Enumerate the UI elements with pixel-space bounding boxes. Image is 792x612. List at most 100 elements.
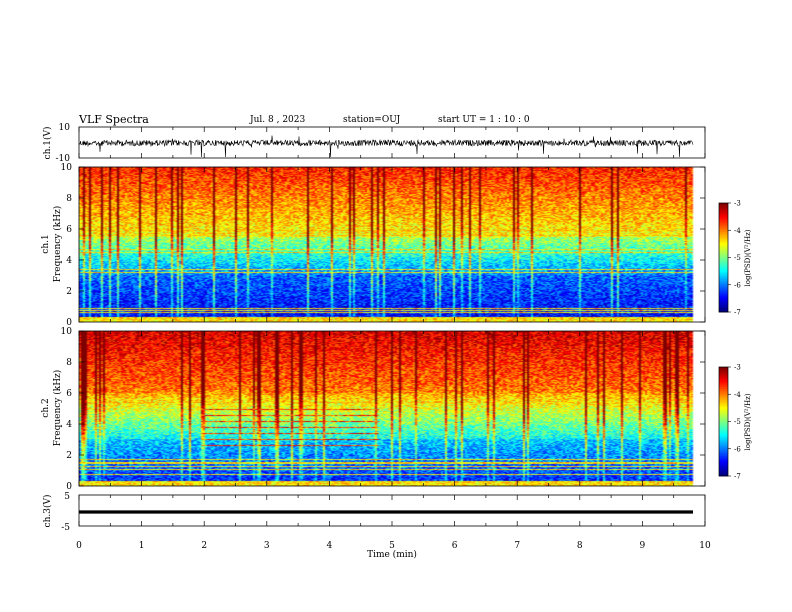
ch1-waveform-trace: [78, 135, 694, 158]
y-tick-label: 0: [66, 318, 72, 328]
colorbar-swatch: [719, 203, 728, 206]
colorbar-swatch: [719, 252, 728, 255]
ch1-ytick-bottom: -10: [56, 154, 71, 164]
colorbar-ch2-label: log(PSD)(V²/Hz): [744, 393, 752, 450]
colorbar-swatch: [719, 439, 728, 442]
colorbar-swatch: [719, 262, 728, 266]
colorbar-swatch: [719, 306, 728, 309]
panel-ch3-waveform: 5 -5 ch.3(V) 0 1 2 3 4 5 6 7 8 9 10 Time (min): [42, 492, 711, 560]
y-tick-label: 10: [61, 163, 73, 173]
colorbar-swatch: [719, 456, 728, 459]
x-tick-label: 10: [699, 541, 711, 551]
colorbar-swatch: [719, 255, 728, 258]
colorbar-swatch: [719, 406, 728, 410]
colorbar-swatch: [719, 259, 728, 262]
colorbar-swatch: [719, 224, 728, 228]
panel-ch2-spectrogram: 0 2 4 6 8 10 ch.2 Frequency (kHz): [41, 327, 706, 492]
colorbar-swatch: [719, 381, 728, 384]
ch2-spectrogram-image: [79, 331, 705, 486]
colorbar-swatch: [719, 416, 728, 419]
y-tick-label: 8: [66, 194, 72, 204]
colorbar-swatch: [719, 383, 728, 386]
colorbar-swatch: [719, 428, 728, 431]
colorbar-swatch: [719, 457, 728, 461]
colorbar-swatch: [719, 443, 728, 446]
colorbar-tick-label: -5: [734, 254, 741, 262]
colorbar-swatch: [719, 465, 728, 468]
colorbar-swatch: [719, 273, 728, 277]
colorbar-swatch: [719, 426, 728, 430]
colorbar-swatch: [719, 304, 728, 307]
x-tick-label: 1: [139, 541, 145, 551]
colorbar-swatch: [719, 235, 728, 238]
colorbar-swatch: [719, 233, 728, 237]
colorbar-swatch: [719, 419, 728, 422]
ch3-waveform-ticks: [78, 495, 706, 526]
colorbar-tick-label: -7: [734, 309, 741, 317]
y-tick-label: 0: [66, 482, 72, 492]
colorbar-swatch: [719, 250, 728, 253]
y-tick-label: 6: [66, 389, 72, 399]
x-tick-label: 4: [327, 541, 333, 551]
ch1-spectrogram-yticks: 0 2 4 6 8 10: [61, 163, 705, 328]
colorbar-ch2: -3 -4 -5 -6 -7 log(PSD)(V²/Hz): [718, 364, 752, 481]
x-tick-label: 6: [452, 541, 458, 551]
ch1-spectrogram-image: [79, 167, 705, 322]
colorbar-swatch: [719, 432, 728, 435]
colorbar-swatch: [719, 470, 728, 473]
colorbar-tick-label: -5: [734, 418, 741, 426]
colorbar-swatch: [719, 284, 728, 287]
colorbar-swatch: [719, 226, 728, 229]
colorbar-swatch: [719, 301, 728, 304]
ch2-spectrogram-ticks: [78, 331, 706, 486]
colorbar-swatch: [719, 237, 728, 240]
colorbar-swatch: [719, 246, 728, 249]
colorbar-swatch: [719, 228, 728, 231]
colorbar-swatch: [719, 261, 728, 264]
x-tick-label: 5: [389, 541, 395, 551]
ch1-spectrogram-ylabel-line2: Frequency (kHz): [52, 206, 63, 283]
ch3-waveform-ylabel: ch.3(V): [42, 495, 53, 528]
colorbar-swatch: [719, 405, 728, 408]
y-tick-label: 8: [66, 358, 72, 368]
colorbar-tick-label: -4: [734, 391, 741, 399]
colorbar-swatch: [719, 377, 728, 381]
ch2-spectrogram-ylabel-line1: ch.2: [41, 398, 51, 417]
colorbar-swatch: [719, 242, 728, 246]
colorbar-swatch: [719, 213, 728, 217]
time-axis-label: Time (min): [367, 549, 417, 560]
colorbar-swatch: [719, 204, 728, 208]
y-tick-label: 2: [66, 287, 72, 297]
ch1-spectrogram-ticks: [78, 167, 706, 322]
colorbar-swatch: [719, 401, 728, 404]
time-axis-tick-labels: 0 1 2 3 4 5 6 7 8 9 10: [76, 541, 711, 551]
colorbar-ch2-ticks: -3 -4 -5 -6 -7: [728, 364, 741, 481]
colorbar-ch1-gradient: [719, 203, 728, 313]
colorbar-tick-label: -4: [734, 227, 741, 235]
y-tick-label: 6: [66, 225, 72, 235]
panel-ch1-waveform: 10 -10 ch.1(V): [42, 123, 706, 164]
colorbar-swatch: [719, 272, 728, 275]
colorbar-swatch: [719, 286, 728, 289]
colorbar-ch1-label: log(PSD)(V²/Hz): [744, 229, 752, 286]
colorbar-swatch: [719, 430, 728, 433]
colorbar-ch2-gradient: [719, 367, 728, 477]
colorbar-tick-label: -3: [734, 364, 741, 372]
colorbar-swatch: [719, 374, 728, 377]
start-time-label: start UT = 1 : 10 : 0: [438, 115, 530, 125]
colorbar-swatch: [719, 385, 728, 388]
colorbar-swatch: [719, 397, 728, 401]
x-tick-label: 8: [577, 541, 583, 551]
colorbar-swatch: [719, 268, 728, 271]
colorbar-swatch: [719, 412, 728, 415]
colorbar-swatch: [719, 434, 728, 437]
colorbar-swatch: [719, 367, 728, 370]
colorbar-swatch: [719, 292, 728, 295]
ch1-waveform-ticks: [78, 127, 706, 158]
colorbar-swatch: [719, 468, 728, 471]
colorbar-swatch: [719, 388, 728, 392]
ch1-waveform-ylabel: ch.1(V): [42, 127, 53, 160]
ch1-spectrogram-ylabel-line1: ch.1: [41, 234, 51, 253]
ch3-ytick-top: 5: [64, 492, 70, 502]
